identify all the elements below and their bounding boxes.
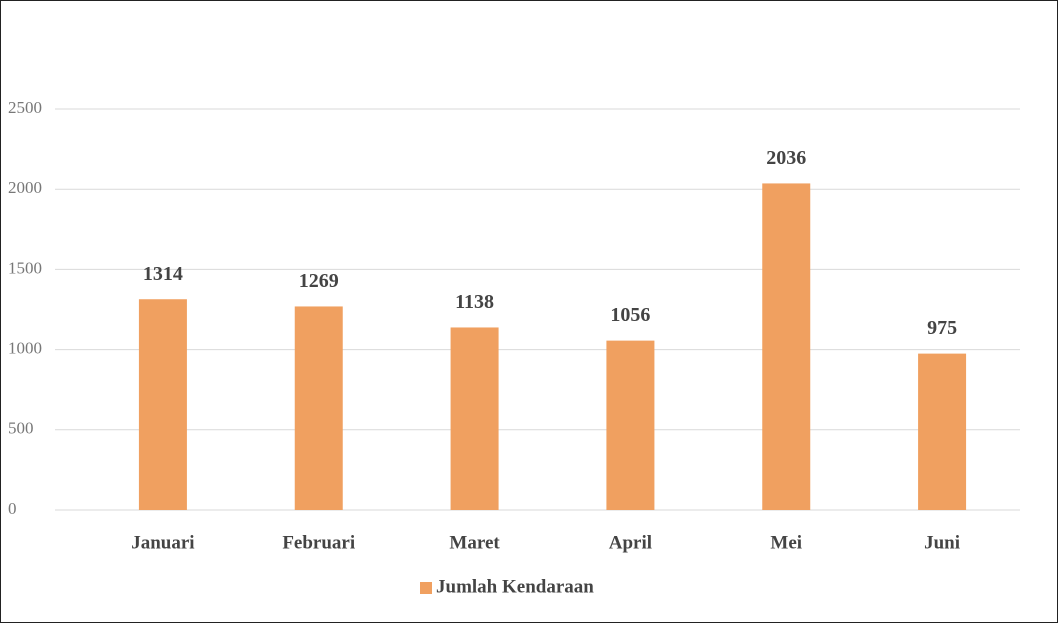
y-tick-label: 2000 <box>8 178 42 197</box>
value-label: 2036 <box>766 147 806 169</box>
value-label: 1138 <box>455 291 494 313</box>
x-tick-label: Juni <box>924 532 960 553</box>
bar <box>295 306 343 510</box>
x-tick-label: April <box>609 532 652 553</box>
y-tick-label: 1500 <box>8 258 42 277</box>
y-tick-label: 2500 <box>8 98 42 117</box>
legend-label: Jumlah Kendaraan <box>436 576 594 597</box>
x-tick-label: Maret <box>449 532 500 553</box>
legend-swatch <box>420 582 432 594</box>
bar <box>451 327 499 510</box>
y-tick-label: 0 <box>8 499 17 518</box>
x-tick-label: Mei <box>770 532 802 553</box>
chart: 0 500 1000 1500 2000 2500 Januari 1314 Februari 1… <box>0 0 1058 623</box>
y-tick-label: 500 <box>8 419 34 438</box>
value-label: 1314 <box>143 263 183 285</box>
bar <box>762 183 810 510</box>
bar <box>918 354 966 510</box>
x-tick-label: Januari <box>131 532 194 553</box>
y-tick-label: 1000 <box>8 339 42 358</box>
value-label: 1269 <box>299 270 339 292</box>
value-label: 975 <box>927 317 957 339</box>
value-label: 1056 <box>610 304 650 326</box>
x-tick-label: Februari <box>282 532 355 553</box>
bar <box>606 341 654 510</box>
bar <box>139 299 187 510</box>
